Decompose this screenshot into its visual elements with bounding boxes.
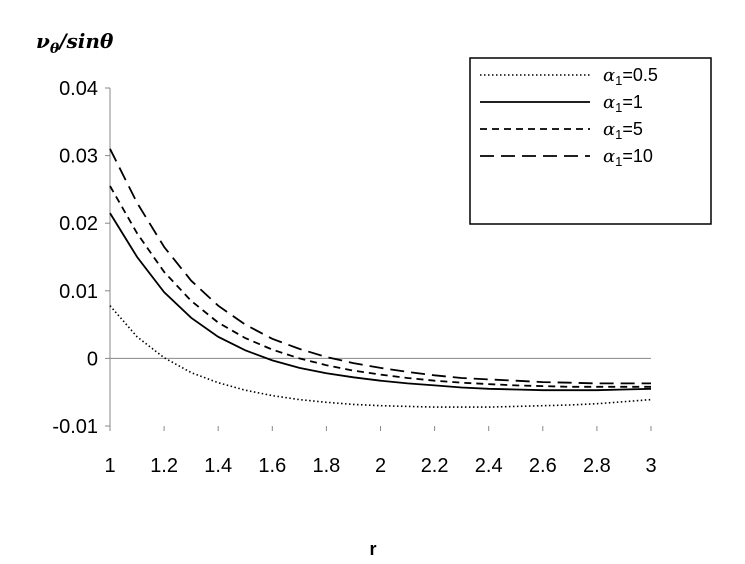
series-group	[109, 148, 652, 408]
y-tick-label: 0.03	[59, 146, 98, 168]
x-tick-label: 1	[104, 455, 115, 477]
x-axis-label: r	[369, 539, 376, 559]
x-tick-label: 1.6	[258, 455, 286, 477]
series-line-4	[109, 148, 651, 385]
y-tick-label: 0	[87, 348, 98, 370]
y-tick-label: 0.02	[59, 213, 98, 235]
x-tick-label: 2.6	[529, 455, 557, 477]
y-tick-label: 0.04	[59, 78, 98, 100]
legend-label-3: α1=5	[603, 119, 643, 142]
x-tick-label: 2.2	[421, 455, 449, 477]
y-tick-label: 0.01	[59, 281, 98, 303]
x-tick-label: 2.8	[583, 455, 611, 477]
series-line-3	[109, 185, 651, 388]
legend-box	[469, 57, 712, 225]
y-tick-label: -0.01	[52, 416, 98, 438]
legend: α1=0.5 α1=1 α1=5 α1=10	[469, 57, 712, 225]
x-tick-label: 1.2	[150, 455, 178, 477]
x-tick-label: 1.4	[204, 455, 232, 477]
x-tick-label: 2	[375, 455, 386, 477]
legend-label-2: α1=1	[603, 92, 643, 115]
series-line-2	[109, 212, 652, 392]
y-tick-labels: 0.04 0.03 0.02 0.01 0 -0.01	[52, 78, 98, 438]
y-axis-label: νθ/sinθ	[36, 29, 114, 57]
series-line-1	[109, 305, 652, 408]
legend-label-1: α1=0.5	[603, 65, 658, 88]
x-tick-label: 3	[645, 455, 656, 477]
y-tick-marks	[105, 87, 652, 431]
legend-label-4: α1=10	[603, 146, 653, 169]
x-tick-label: 2.4	[475, 455, 503, 477]
x-tick-label: 1.8	[312, 455, 340, 477]
x-tick-labels: 1 1.2 1.4 1.6 1.8 2 2.2 2.4 2.6 2.8 3	[104, 455, 656, 477]
